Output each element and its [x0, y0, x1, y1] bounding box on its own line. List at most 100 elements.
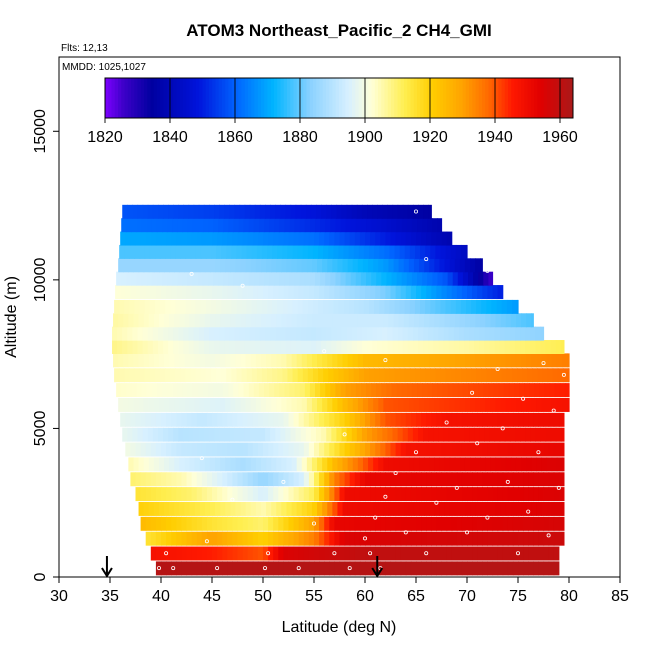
heat-cell [255, 313, 262, 328]
heat-cell [396, 218, 403, 233]
heat-cell [533, 546, 539, 561]
heat-cell [235, 313, 242, 328]
heat-cell [400, 531, 407, 546]
heat-cell [356, 427, 363, 442]
heat-cell [354, 531, 361, 546]
heat-cell [470, 258, 476, 273]
heat-cell [564, 383, 570, 398]
heat-cell [291, 457, 298, 472]
heat-cell [337, 397, 344, 412]
heat-cell [116, 383, 122, 398]
heat-cell [533, 412, 539, 427]
heat-cell [467, 487, 473, 502]
heat-cell [256, 244, 263, 259]
heat-cell [293, 412, 300, 427]
heat-cell [156, 218, 163, 233]
x-tick-label: 65 [407, 588, 425, 605]
heat-cell [359, 546, 366, 561]
colorbar-swatch [316, 78, 320, 118]
heat-cell [228, 383, 235, 398]
heat-cell [561, 397, 568, 412]
heat-cell [467, 561, 473, 576]
heat-cell [472, 442, 478, 457]
heat-cell [302, 368, 309, 383]
heat-cell [287, 299, 294, 314]
heat-cell [206, 531, 213, 546]
heat-cell [370, 472, 376, 487]
heat-cell [277, 244, 283, 259]
heat-cell [511, 368, 518, 383]
heat-cell [357, 397, 364, 412]
heat-cell [518, 442, 524, 457]
heat-cell [356, 204, 363, 219]
heat-cell [546, 397, 553, 412]
heat-cell [191, 412, 198, 427]
heat-cell [139, 368, 146, 383]
heat-cell [278, 516, 284, 531]
heat-cell [217, 531, 223, 546]
heat-cell [258, 218, 265, 233]
heat-cell [363, 244, 370, 259]
heat-cell [337, 313, 344, 328]
heat-cell [119, 299, 125, 314]
heat-cell [505, 501, 512, 516]
heat-cell [131, 271, 138, 286]
heat-cell [318, 299, 324, 314]
heat-cell [492, 285, 499, 300]
heat-cell [429, 501, 435, 516]
heat-cell [390, 546, 397, 561]
heat-cell [342, 258, 349, 273]
colorbar [104, 77, 574, 119]
heat-cell [357, 353, 364, 368]
heat-cell [292, 368, 299, 383]
heat-cell [155, 487, 162, 502]
heat-cell [417, 383, 423, 398]
heat-cell [270, 340, 276, 354]
heat-cell [523, 531, 529, 546]
heat-cell [159, 244, 166, 259]
sample-point [464, 233, 469, 238]
heat-cell [260, 313, 267, 328]
heat-cell [390, 531, 397, 546]
heat-cell [492, 546, 499, 561]
heat-cell [332, 501, 339, 516]
sample-point [424, 257, 429, 262]
heat-cell [250, 457, 257, 472]
colorbar-swatch [387, 78, 392, 118]
heat-cell [385, 285, 392, 300]
heat-cell [515, 353, 522, 368]
heat-cell [266, 258, 272, 273]
heat-cell [280, 326, 287, 341]
heat-cell [261, 244, 268, 259]
heat-cell [284, 218, 291, 233]
heat-cell [357, 313, 364, 328]
heat-cell [295, 340, 302, 354]
heat-cell [201, 531, 208, 546]
heat-cell [366, 218, 372, 233]
heat-cell [137, 427, 144, 442]
heat-cell [360, 383, 367, 398]
heat-cell [128, 397, 135, 412]
heat-cell [461, 472, 468, 487]
heat-cell [244, 427, 251, 442]
heat-cell [461, 487, 468, 502]
heat-cell [298, 546, 305, 561]
heat-cell [498, 383, 505, 398]
heat-cell [405, 472, 412, 487]
heat-cell [416, 412, 422, 427]
heat-cell [221, 368, 227, 383]
heat-cell [318, 244, 324, 259]
heat-cell [458, 326, 465, 341]
heat-cell [467, 412, 473, 427]
heat-cell [475, 457, 481, 472]
heat-cell [154, 299, 161, 314]
heat-cell [545, 340, 552, 354]
heat-cell [438, 427, 445, 442]
colorbar-swatch [459, 78, 463, 118]
heat-cell [344, 231, 351, 246]
heat-cell [244, 326, 251, 341]
heat-cell [324, 231, 330, 246]
heat-cell [174, 258, 180, 273]
heat-cell [264, 271, 270, 286]
heat-cell [116, 271, 122, 286]
